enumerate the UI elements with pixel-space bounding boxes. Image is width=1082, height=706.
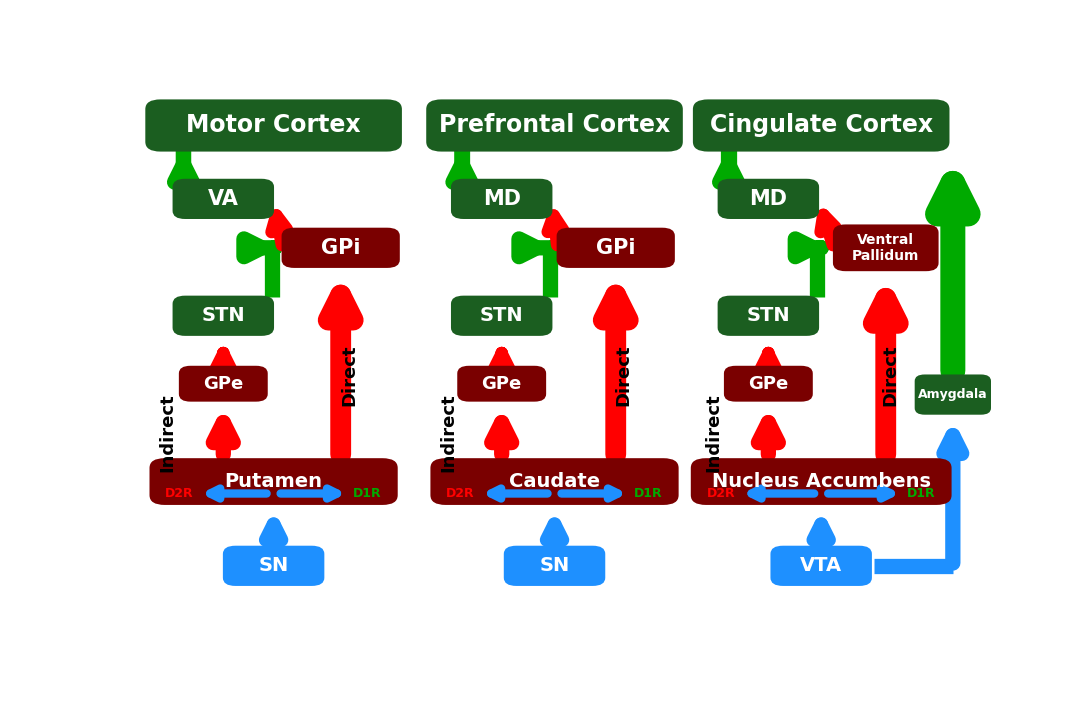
FancyBboxPatch shape <box>451 179 553 219</box>
Text: Prefrontal Cortex: Prefrontal Cortex <box>439 114 670 138</box>
Text: SN: SN <box>540 556 569 575</box>
Text: Caudate: Caudate <box>509 472 601 491</box>
FancyBboxPatch shape <box>556 228 675 268</box>
Text: GPe: GPe <box>203 375 243 393</box>
FancyBboxPatch shape <box>431 458 678 505</box>
Text: Indirect: Indirect <box>158 393 176 472</box>
Text: Indirect: Indirect <box>439 393 457 472</box>
Text: GPe: GPe <box>749 375 789 393</box>
Text: D1R: D1R <box>353 487 382 500</box>
FancyBboxPatch shape <box>172 296 274 336</box>
FancyBboxPatch shape <box>914 374 991 414</box>
Text: GPi: GPi <box>596 238 635 258</box>
Text: D1R: D1R <box>907 487 936 500</box>
FancyBboxPatch shape <box>458 366 546 402</box>
FancyBboxPatch shape <box>149 458 398 505</box>
FancyBboxPatch shape <box>717 296 819 336</box>
FancyBboxPatch shape <box>504 546 605 586</box>
Text: MD: MD <box>750 189 788 209</box>
Text: Direct: Direct <box>881 345 899 407</box>
Text: STN: STN <box>747 306 790 325</box>
Text: Direct: Direct <box>615 345 632 407</box>
Text: Motor Cortex: Motor Cortex <box>186 114 361 138</box>
Text: MD: MD <box>483 189 520 209</box>
Text: Putamen: Putamen <box>225 472 322 491</box>
Text: VA: VA <box>208 189 239 209</box>
Text: VTA: VTA <box>800 556 842 575</box>
Text: Ventral
Pallidum: Ventral Pallidum <box>852 233 920 263</box>
Text: D2R: D2R <box>446 487 475 500</box>
FancyBboxPatch shape <box>692 100 950 152</box>
Text: D2R: D2R <box>166 487 194 500</box>
Text: STN: STN <box>480 306 524 325</box>
Text: D1R: D1R <box>634 487 663 500</box>
FancyBboxPatch shape <box>724 366 813 402</box>
FancyBboxPatch shape <box>717 179 819 219</box>
FancyBboxPatch shape <box>690 458 951 505</box>
Text: STN: STN <box>201 306 246 325</box>
FancyBboxPatch shape <box>770 546 872 586</box>
Text: GPe: GPe <box>481 375 522 393</box>
Text: SN: SN <box>259 556 289 575</box>
Text: Amygdala: Amygdala <box>918 388 988 401</box>
Text: Indirect: Indirect <box>704 393 723 472</box>
Text: D2R: D2R <box>707 487 736 500</box>
FancyBboxPatch shape <box>179 366 267 402</box>
FancyBboxPatch shape <box>172 179 274 219</box>
FancyBboxPatch shape <box>223 546 325 586</box>
Text: Direct: Direct <box>340 345 358 407</box>
FancyBboxPatch shape <box>833 225 938 271</box>
FancyBboxPatch shape <box>451 296 553 336</box>
FancyBboxPatch shape <box>145 100 401 152</box>
Text: Nucleus Accumbens: Nucleus Accumbens <box>712 472 931 491</box>
Text: GPi: GPi <box>321 238 360 258</box>
FancyBboxPatch shape <box>281 228 400 268</box>
Text: Cingulate Cortex: Cingulate Cortex <box>710 114 933 138</box>
FancyBboxPatch shape <box>426 100 683 152</box>
